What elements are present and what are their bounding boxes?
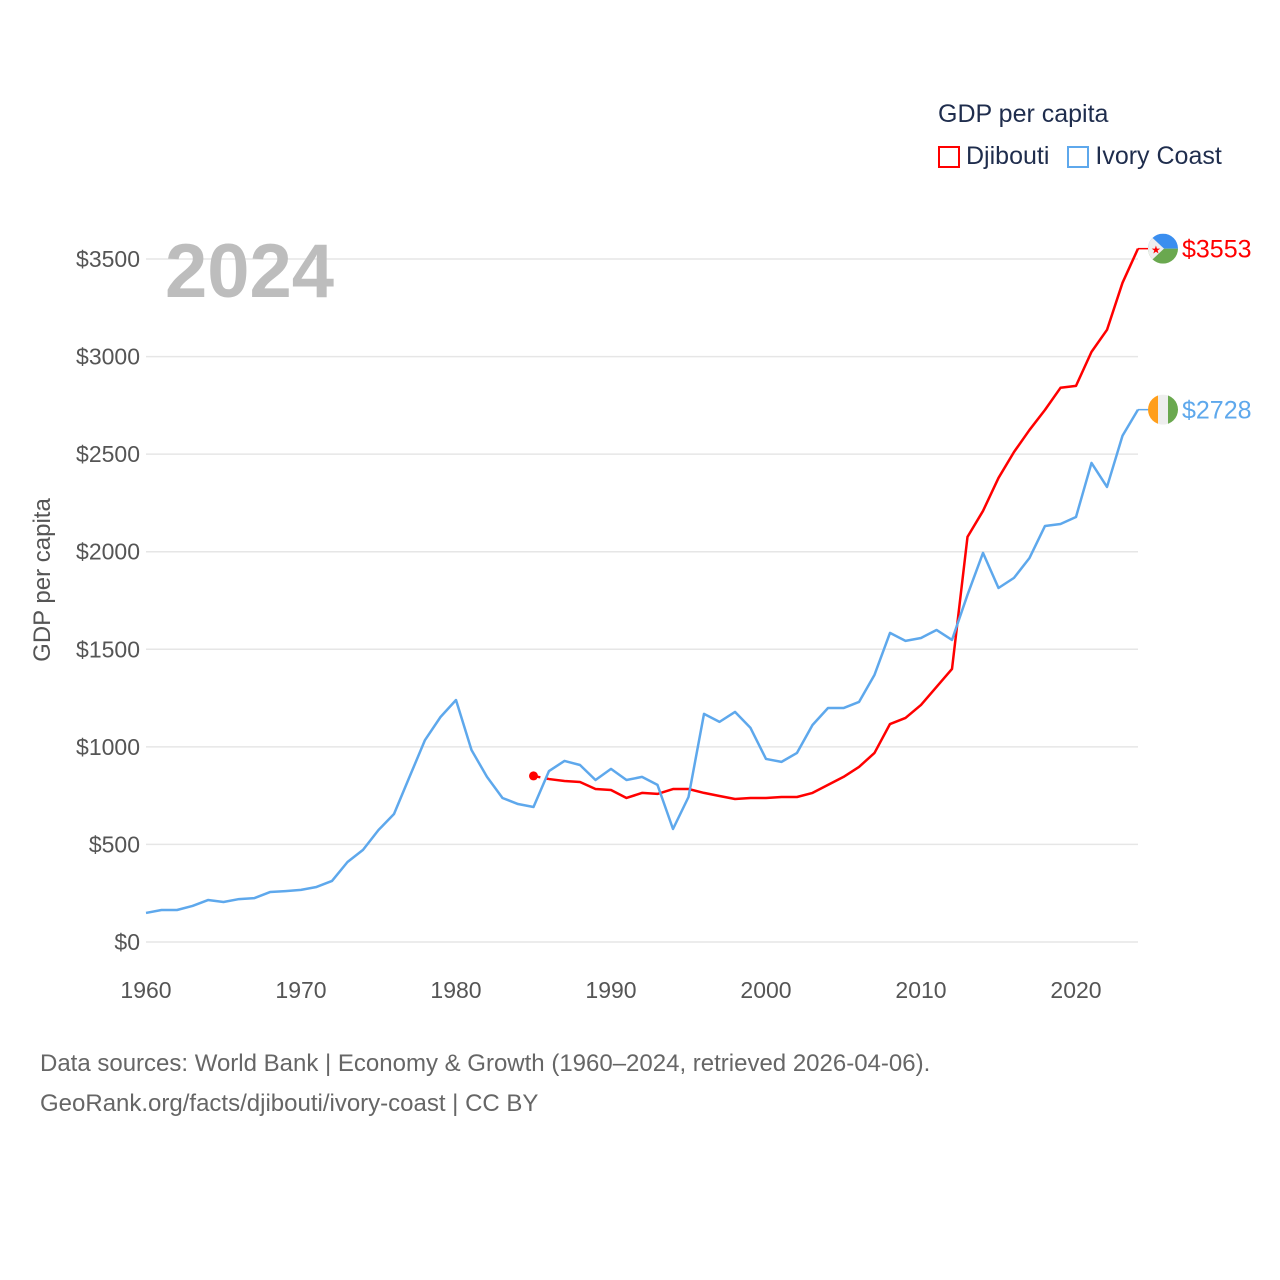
y-tick-label: $0 [114, 929, 140, 955]
x-axis-ticks: 1960 1970 1980 1990 2000 2010 2020 [120, 977, 1101, 1003]
svg-text:★: ★ [1151, 245, 1161, 257]
y-tick-label: $2500 [76, 441, 140, 467]
flags: ★ $3553 $2728 [1148, 233, 1252, 425]
end-value-label: $2728 [1182, 397, 1252, 425]
legend-swatch-ivory-coast [1067, 145, 1090, 168]
y-axis-label: GDP per capita [29, 498, 56, 662]
attribution-link[interactable]: GeoRank.org/facts/djibouti/ivory-coast |… [40, 1090, 539, 1117]
y-axis-ticks: $0 $500 $1000 $1500 $2000 $2500 $3000 $3500 [76, 246, 140, 955]
legend-label: Djibouti [966, 142, 1050, 170]
data-source-text: Data sources: World Bank | Economy & Gro… [40, 1050, 931, 1077]
x-tick-label: 2000 [740, 977, 791, 1003]
y-tick-label: $2000 [76, 539, 140, 565]
series-lines [145, 247, 1148, 915]
end-value-label: $3553 [1182, 236, 1252, 264]
legend-swatch-djibouti [938, 145, 960, 168]
djibouti-flag-icon: ★ [1148, 233, 1178, 264]
legend-label: Ivory Coast [1095, 142, 1222, 170]
legend-item-djibouti[interactable]: Djibouti [938, 142, 1049, 171]
series-line-djibouti [548, 248, 1140, 801]
ivory-coast-flag-icon [1148, 394, 1178, 425]
y-tick-label: $500 [89, 831, 140, 857]
footer: Data sources: World Bank | Economy & Gro… [40, 1044, 930, 1124]
x-tick-label: 2020 [1050, 977, 1101, 1003]
y-tick-label: $1500 [76, 636, 140, 662]
x-tick-label: 1990 [585, 977, 636, 1003]
x-tick-label: 1970 [275, 977, 326, 1003]
y-tick-label: $3000 [76, 344, 140, 370]
gridlines [146, 258, 1138, 943]
legend: Djibouti Ivory Coast [938, 142, 1222, 171]
x-tick-label: 1980 [430, 977, 481, 1003]
x-tick-label: 2010 [895, 977, 946, 1003]
year-watermark: 2024 [165, 229, 335, 314]
series-line-ivory-coast [145, 409, 1140, 915]
y-tick-label: $3500 [76, 246, 140, 272]
y-tick-label: $1000 [76, 734, 140, 760]
x-tick-label: 1960 [120, 977, 171, 1003]
legend-title: GDP per capita [938, 100, 1109, 128]
legend-item-ivory-coast[interactable]: Ivory Coast [1067, 142, 1222, 171]
